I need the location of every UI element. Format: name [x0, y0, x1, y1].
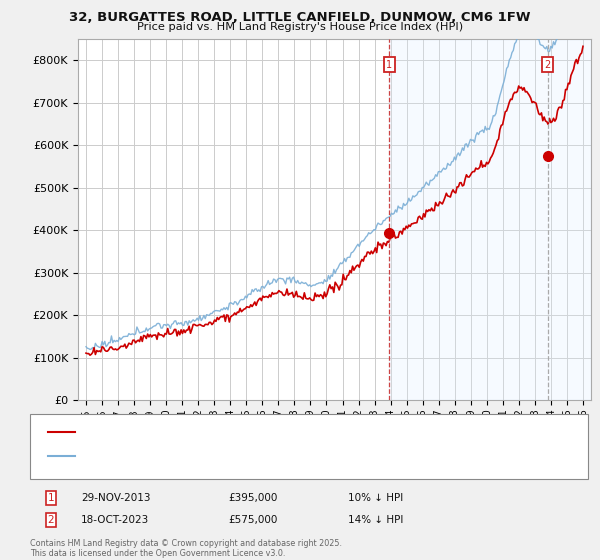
- Text: 32, BURGATTES ROAD, LITTLE CANFIELD, DUNMOW, CM6 1FW: 32, BURGATTES ROAD, LITTLE CANFIELD, DUN…: [69, 11, 531, 24]
- Text: 2: 2: [544, 60, 551, 69]
- Text: 14% ↓ HPI: 14% ↓ HPI: [348, 515, 403, 525]
- Text: 32, BURGATTES ROAD, LITTLE CANFIELD, DUNMOW, CM6 1FW (detached house): 32, BURGATTES ROAD, LITTLE CANFIELD, DUN…: [81, 427, 474, 437]
- Text: £395,000: £395,000: [228, 493, 277, 503]
- Text: HPI: Average price, detached house, Uttlesford: HPI: Average price, detached house, Uttl…: [81, 451, 310, 461]
- Text: £575,000: £575,000: [228, 515, 277, 525]
- Bar: [389, 39, 591, 400]
- Text: 10% ↓ HPI: 10% ↓ HPI: [348, 493, 403, 503]
- Text: 29-NOV-2013: 29-NOV-2013: [81, 493, 151, 503]
- Text: Contains HM Land Registry data © Crown copyright and database right 2025.
This d: Contains HM Land Registry data © Crown c…: [30, 539, 342, 558]
- Text: 2: 2: [47, 515, 55, 525]
- Text: Price paid vs. HM Land Registry's House Price Index (HPI): Price paid vs. HM Land Registry's House …: [137, 22, 463, 32]
- Text: 1: 1: [47, 493, 55, 503]
- Text: 18-OCT-2023: 18-OCT-2023: [81, 515, 149, 525]
- Text: 1: 1: [386, 60, 392, 69]
